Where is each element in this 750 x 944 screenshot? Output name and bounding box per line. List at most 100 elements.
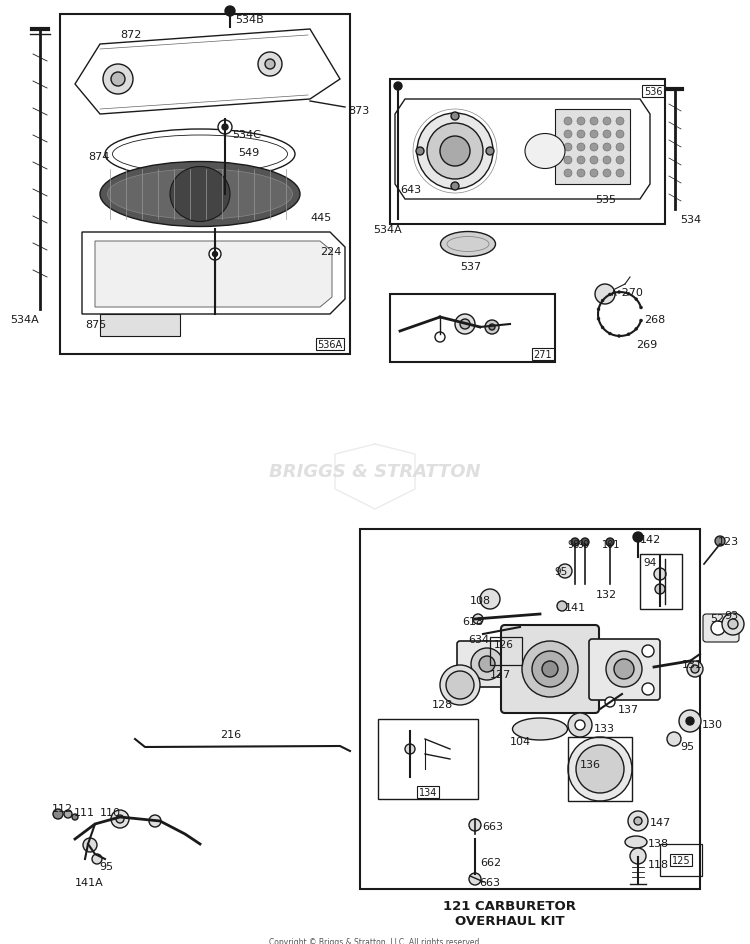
Text: 534C: 534C (232, 130, 261, 140)
Text: 95: 95 (554, 566, 567, 577)
Polygon shape (395, 100, 650, 200)
Text: 147: 147 (650, 818, 671, 827)
Circle shape (616, 170, 624, 177)
Text: 94: 94 (643, 557, 656, 567)
Circle shape (640, 307, 643, 310)
Circle shape (686, 717, 694, 725)
Text: 93: 93 (724, 611, 738, 620)
Text: 138: 138 (648, 838, 669, 848)
Text: 131: 131 (682, 659, 703, 669)
Text: 873: 873 (348, 106, 369, 116)
Circle shape (667, 733, 681, 746)
Circle shape (711, 621, 725, 635)
Circle shape (149, 815, 161, 827)
Circle shape (455, 314, 475, 334)
Circle shape (630, 848, 646, 864)
Circle shape (258, 53, 282, 76)
Text: 110: 110 (100, 807, 121, 818)
Text: 534A: 534A (10, 314, 39, 325)
Circle shape (608, 294, 611, 296)
Text: 130: 130 (702, 719, 723, 729)
Circle shape (564, 143, 572, 152)
Bar (390, 295, 555, 362)
Circle shape (601, 300, 604, 303)
Text: 121 CARBURETOR
OVERHAUL KIT: 121 CARBURETOR OVERHAUL KIT (443, 899, 577, 927)
Circle shape (440, 137, 470, 167)
Circle shape (568, 714, 592, 737)
Circle shape (590, 170, 598, 177)
Text: 535: 535 (595, 194, 616, 205)
Circle shape (715, 536, 725, 547)
Bar (100, 314, 180, 337)
Circle shape (614, 659, 634, 680)
Circle shape (616, 143, 624, 152)
Text: 142: 142 (640, 534, 662, 545)
Text: 269: 269 (636, 340, 657, 349)
Circle shape (564, 118, 572, 126)
Circle shape (655, 584, 665, 595)
Circle shape (634, 328, 638, 331)
Ellipse shape (512, 718, 568, 740)
Bar (490, 637, 522, 666)
Circle shape (111, 810, 129, 828)
Text: 662: 662 (480, 857, 501, 868)
Text: 132: 132 (596, 589, 617, 599)
Circle shape (451, 113, 459, 121)
Polygon shape (75, 30, 340, 115)
Circle shape (209, 248, 221, 261)
Circle shape (595, 285, 615, 305)
Ellipse shape (525, 134, 565, 169)
Ellipse shape (100, 162, 300, 228)
Circle shape (394, 83, 402, 91)
Text: 108: 108 (470, 596, 491, 605)
Circle shape (92, 854, 102, 864)
Circle shape (72, 814, 78, 820)
Circle shape (435, 332, 445, 343)
FancyBboxPatch shape (589, 639, 660, 700)
Circle shape (53, 809, 63, 819)
Text: 534B: 534B (235, 15, 264, 25)
Circle shape (590, 118, 598, 126)
Text: 126: 126 (494, 639, 514, 649)
Text: 112: 112 (52, 803, 74, 813)
FancyBboxPatch shape (457, 641, 518, 687)
Circle shape (590, 131, 598, 139)
Circle shape (473, 615, 483, 624)
Text: 136: 136 (580, 759, 601, 769)
Circle shape (597, 309, 600, 312)
Circle shape (601, 327, 604, 329)
Circle shape (532, 651, 568, 687)
Bar (378, 719, 478, 800)
Circle shape (577, 131, 585, 139)
Circle shape (485, 321, 499, 334)
Text: 99: 99 (577, 539, 590, 549)
FancyBboxPatch shape (703, 615, 739, 642)
Circle shape (603, 143, 611, 152)
Circle shape (603, 131, 611, 139)
Circle shape (427, 124, 483, 179)
Circle shape (590, 157, 598, 165)
Circle shape (597, 318, 600, 321)
Circle shape (460, 320, 470, 329)
Circle shape (469, 873, 481, 885)
Text: 95: 95 (680, 741, 694, 751)
Text: BRIGGS & STRATTON: BRIGGS & STRATTON (269, 463, 481, 480)
Circle shape (603, 157, 611, 165)
Circle shape (642, 683, 654, 696)
Ellipse shape (105, 130, 295, 179)
Text: 874: 874 (88, 152, 109, 161)
Text: 127: 127 (490, 669, 512, 680)
Text: Copyright © Briggs & Stratton, LLC. All rights reserved.: Copyright © Briggs & Stratton, LLC. All … (268, 937, 482, 944)
Circle shape (628, 811, 648, 831)
Bar (555, 110, 630, 185)
Bar (360, 530, 700, 889)
Circle shape (691, 666, 699, 673)
Circle shape (577, 143, 585, 152)
Circle shape (633, 532, 643, 543)
Text: 95: 95 (99, 861, 113, 871)
Bar (568, 737, 632, 801)
Text: 137: 137 (618, 704, 639, 715)
Circle shape (471, 649, 503, 681)
Text: 872: 872 (120, 30, 142, 40)
Circle shape (728, 619, 738, 630)
